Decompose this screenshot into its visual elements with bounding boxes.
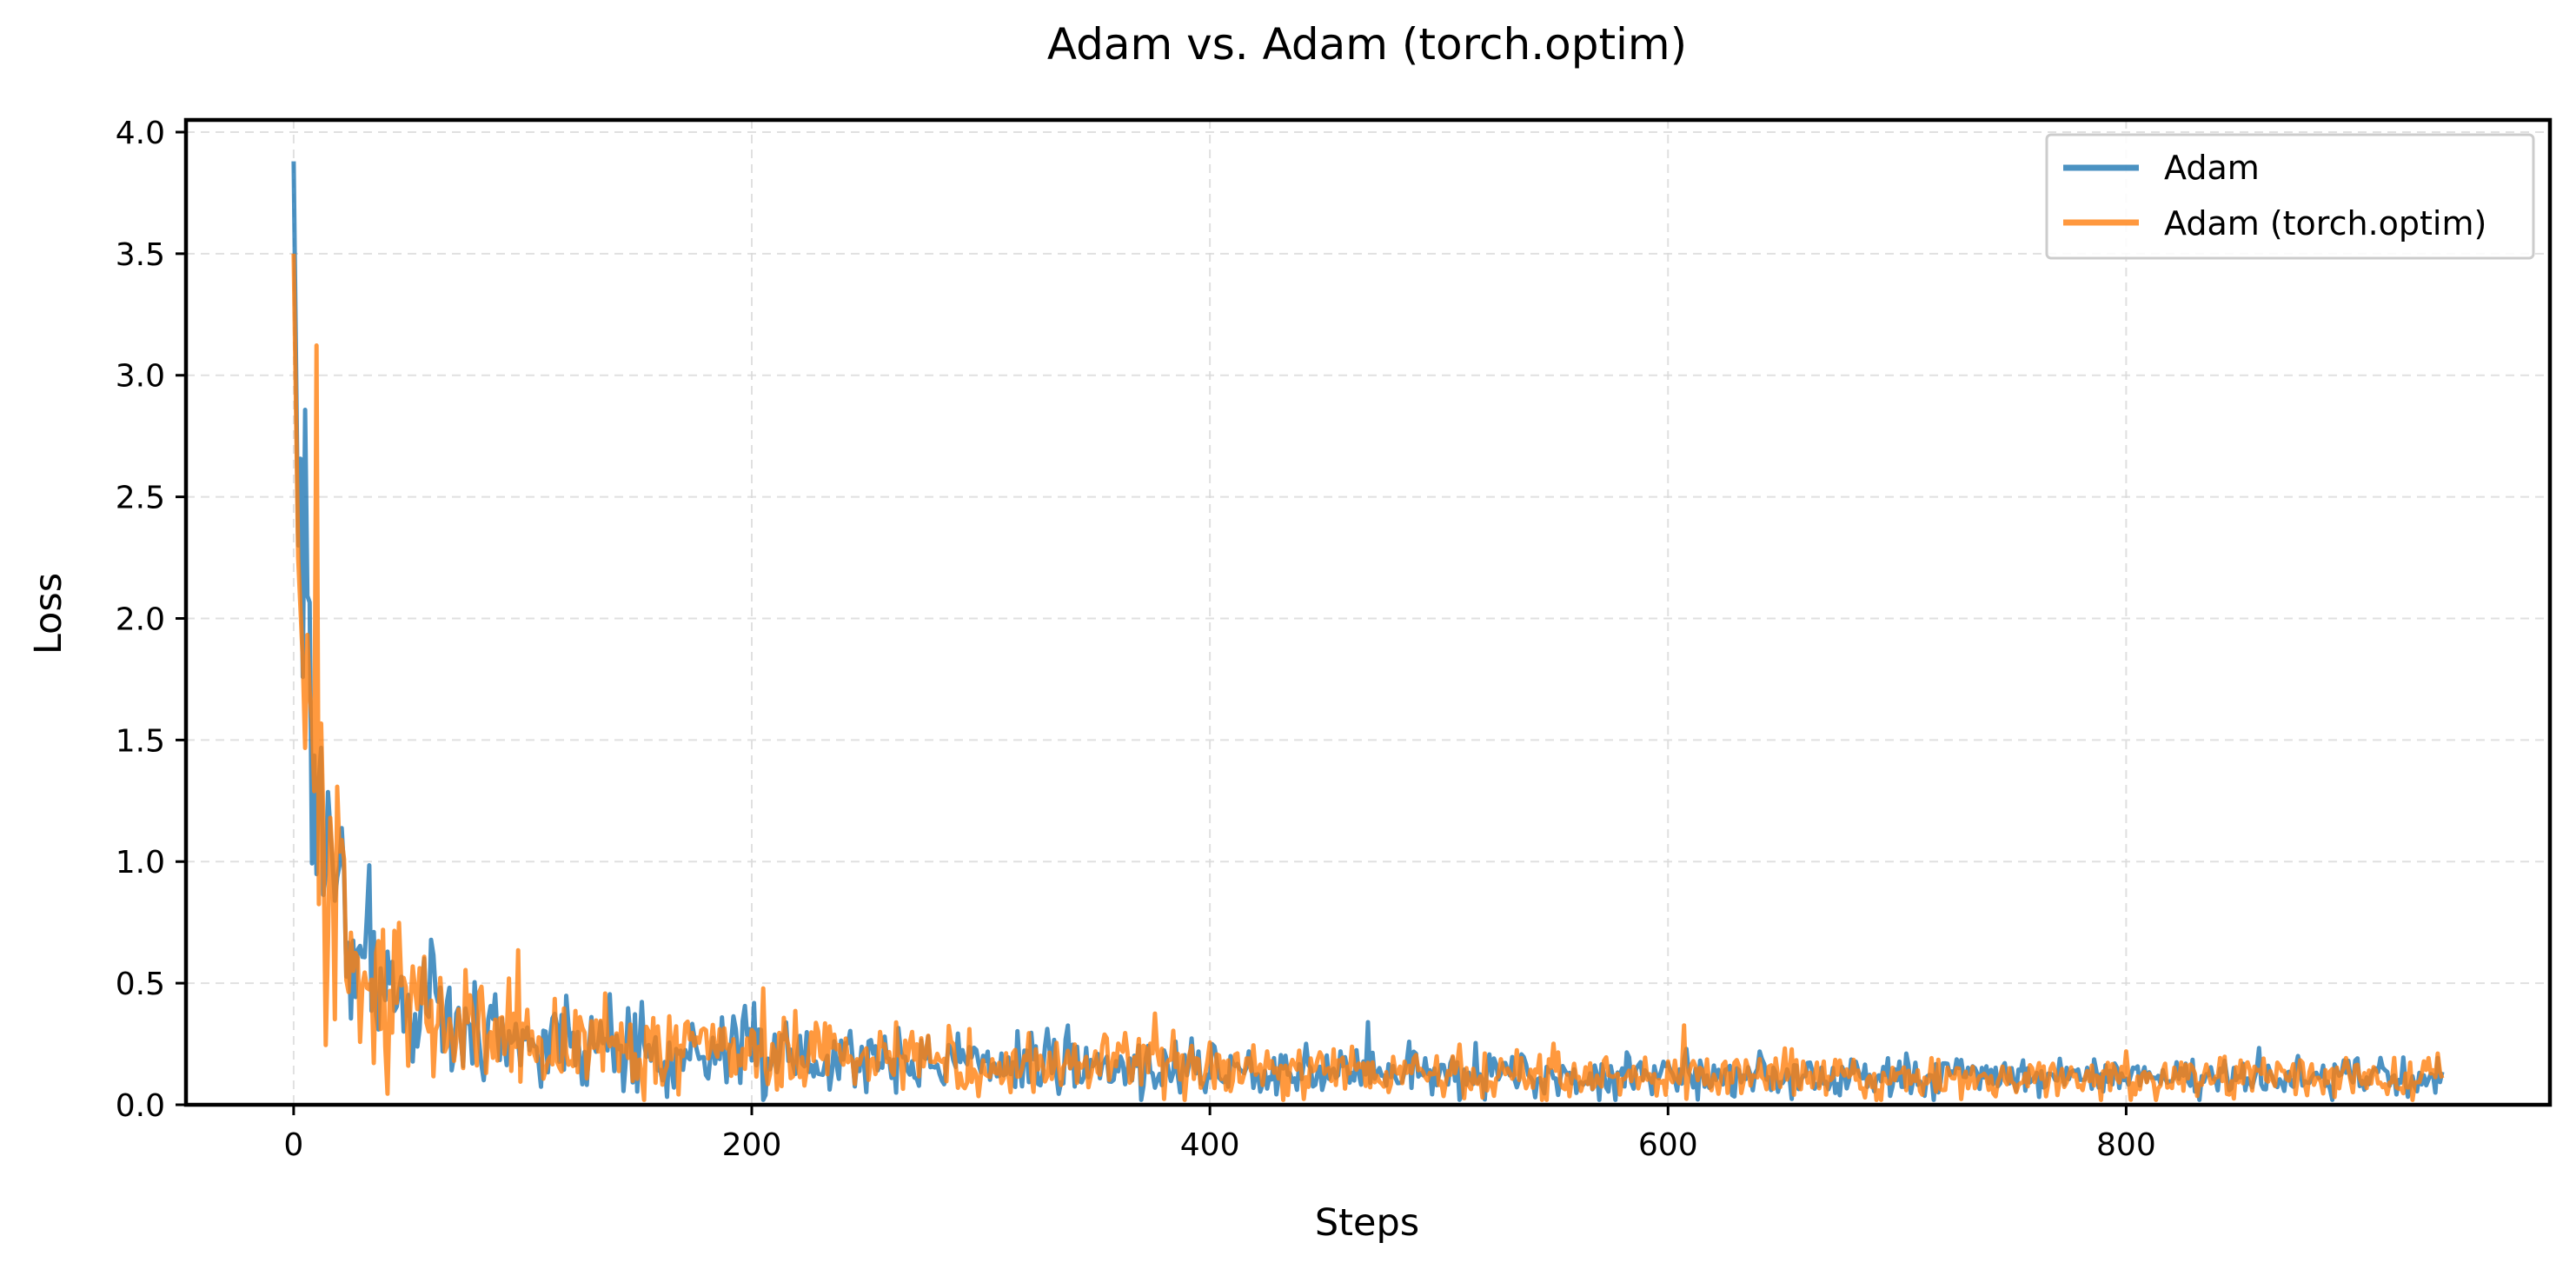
y-tick-label: 0.5	[116, 967, 165, 1002]
x-tick-label: 400	[1180, 1127, 1240, 1163]
y-tick-label: 1.0	[116, 845, 165, 881]
y-tick-label: 3.5	[116, 237, 165, 273]
legend-label-adam: Adam	[2164, 149, 2260, 187]
y-tick-label: 1.5	[116, 723, 165, 759]
y-tick-label: 4.0	[116, 116, 165, 151]
grid	[186, 120, 2550, 1106]
x-tick-label: 600	[1638, 1127, 1698, 1163]
series-lines	[291, 161, 2445, 1102]
x-tick-label: 0	[283, 1127, 303, 1163]
x-tick-label: 800	[2096, 1127, 2156, 1163]
y-tick-label: 2.5	[116, 481, 165, 516]
y-axis-label: Loss	[27, 573, 70, 655]
series-line-adam	[291, 161, 2445, 1102]
y-tick-label: 0.0	[116, 1088, 165, 1124]
chart-title: Adam vs. Adam (torch.optim)	[1047, 19, 1687, 70]
y-tick-label: 3.0	[116, 359, 165, 395]
x-axis-ticks: 0 200 400 600 800	[283, 1105, 2156, 1163]
x-tick-label: 200	[722, 1127, 782, 1163]
legend-box	[2045, 133, 2535, 260]
y-axis-ticks: 0.0 0.5 1.0 1.5 2.0 2.5 3.0 3.5 4.0	[116, 116, 186, 1124]
plot-frame	[183, 117, 2553, 1107]
series-line-adam-torch-optim	[291, 253, 2445, 1102]
legend: Adam Adam (torch.optim)	[2045, 133, 2535, 260]
y-tick-label: 2.0	[116, 601, 165, 637]
x-axis-label: Steps	[1315, 1201, 1419, 1245]
legend-label-adam-torch-optim: Adam (torch.optim)	[2164, 204, 2486, 243]
